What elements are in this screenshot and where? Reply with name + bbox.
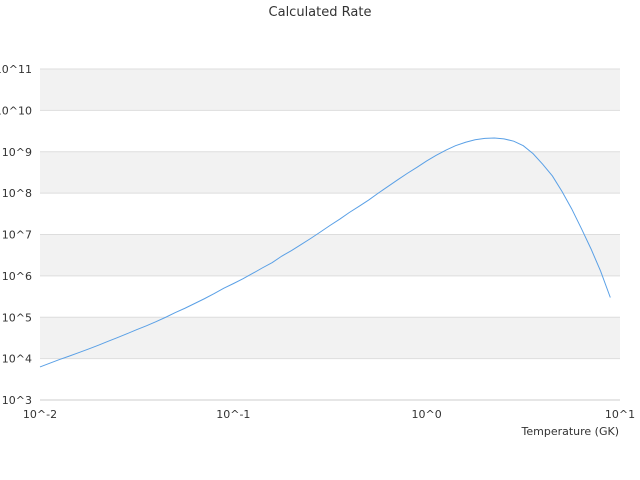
y-tick-label: 10^3 <box>2 394 32 407</box>
x-tick-label: 10^0 <box>412 408 442 421</box>
series-line <box>39 137 611 368</box>
x-axis-title: Temperature (GK) <box>521 425 620 438</box>
y-bands <box>40 69 620 359</box>
y-tick-label: 10^9 <box>2 146 32 159</box>
y-tick-label: 10^5 <box>2 311 32 324</box>
y-gridlines <box>40 68 620 401</box>
x-tick-label: 10^-2 <box>23 408 57 421</box>
y-tick-label: 10^4 <box>2 353 32 366</box>
x-tick-label: 10^1 <box>605 408 635 421</box>
grid-band <box>40 69 620 111</box>
y-tick-label: 10^6 <box>2 270 32 283</box>
y-tick-label: 10^10 <box>0 104 32 117</box>
grid-band <box>40 234 620 276</box>
grid-band <box>40 151 620 194</box>
x-tick-labels: 10^-2 10^-1 10^0 10^1 <box>23 408 635 421</box>
y-tick-labels: 10^3 10^4 10^5 10^6 10^7 10^8 10^9 10^10 10^11 <box>0 63 32 407</box>
y-tick-label: 10^8 <box>2 187 32 200</box>
y-tick-label: 10^11 <box>0 63 32 76</box>
grid-band <box>40 317 620 359</box>
y-tick-label: 10^7 <box>2 229 32 242</box>
chart-title: Calculated Rate <box>269 5 372 20</box>
x-tick-label: 10^-1 <box>216 408 250 421</box>
